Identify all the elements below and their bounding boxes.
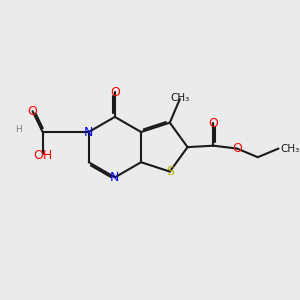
Text: O: O [28,105,38,118]
Text: O: O [208,117,218,130]
Text: N: N [110,171,120,184]
Text: H: H [15,124,22,134]
Text: O: O [232,142,242,155]
Text: CH₃: CH₃ [170,93,190,103]
Text: CH₃: CH₃ [280,144,299,154]
Text: S: S [166,165,174,178]
Text: N: N [84,125,93,139]
Text: OH: OH [33,148,52,161]
Text: O: O [110,86,120,99]
